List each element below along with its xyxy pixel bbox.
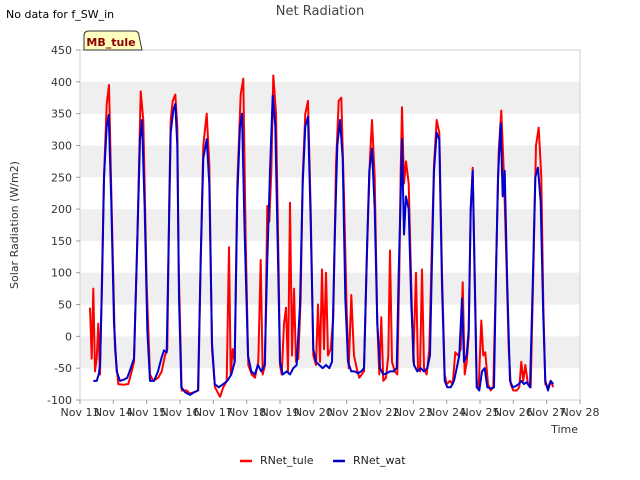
x-tick-label: Nov 18 [227,406,266,419]
x-tick-label: Nov 20 [294,406,333,419]
x-tick-label: Nov 21 [327,406,366,419]
x-tick-label: Nov 22 [361,406,400,419]
x-tick-label: Nov 13 [61,406,100,419]
y-tick-label: -100 [47,394,72,407]
x-tick-label: Nov 23 [394,406,433,419]
x-tick-label: Nov 17 [194,406,233,419]
x-tick-label: Nov 16 [161,406,200,419]
grid-band [80,145,580,178]
y-tick-label: 400 [51,76,72,89]
x-tick-label: Nov 25 [461,406,500,419]
x-tick-label: Nov 15 [127,406,166,419]
y-tick-label: 250 [51,171,72,184]
y-tick-label: 200 [51,203,72,216]
site-badge: MB_tule [83,30,143,51]
x-tick-label: Nov 27 [527,406,566,419]
legend-label: RNet_tule [260,454,314,467]
series-lines [89,74,555,398]
x-tick-label: Nov 14 [94,406,133,419]
x-tick-label: Nov 26 [494,406,533,419]
x-tick-label: Nov 28 [561,406,600,419]
grid-band [80,81,580,114]
y-tick-label: 150 [51,235,72,248]
grid-band [80,272,580,305]
series-line-RNet_wat [93,94,555,396]
legend-label: RNet_wat [353,454,406,467]
y-axis-label: Solar Radiation (W/m2) [8,161,21,289]
x-tick-label: Nov 19 [261,406,300,419]
y-tick-label: -50 [54,362,72,375]
y-tick-label: 450 [51,44,72,57]
chart-title: Net Radiation [276,4,364,19]
badge-label: MB_tule [86,36,135,49]
x-tick-label: Nov 24 [427,406,466,419]
x-axis-label: Time [550,423,578,436]
y-tick-label: 300 [51,139,72,152]
badge-shape [83,30,143,51]
y-tick-label: 350 [51,108,72,121]
plot-frame [79,49,581,401]
y-tick-label: 0 [65,330,72,343]
y-tick-label: 100 [51,267,72,280]
no-data-note: No data for f_SW_in [6,8,115,21]
y-tick-label: 50 [58,299,72,312]
legend: RNet_tule RNet_wat [240,454,406,467]
y-axis-ticks: -100 -50 0 50 100 150 200 250 300 350 400 450 [47,44,80,407]
